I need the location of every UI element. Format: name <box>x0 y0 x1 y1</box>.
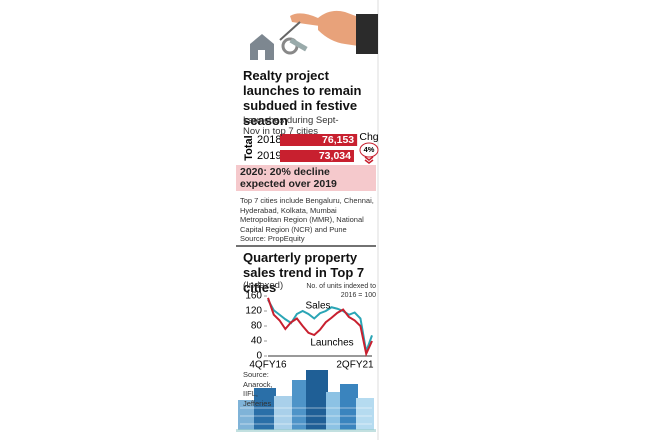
subtitle: Launches during Sept-Nov in top 7 cities <box>243 115 339 137</box>
category-label: 2018 <box>257 134 281 146</box>
y-tick-label: 80 <box>251 321 263 332</box>
value-label: 76,153 <box>322 134 354 146</box>
y-tick-label: 120 <box>245 306 262 317</box>
series-line <box>267 299 373 356</box>
y-tick-label: 160 <box>245 291 262 302</box>
y-tick-label: 0 <box>256 351 262 362</box>
x-tick-label: 2QFY21 <box>336 360 374 371</box>
x-tick-label: 4QFY16 <box>249 360 287 371</box>
chart-title: Quarterly property sales trend in Top 7 … <box>243 250 365 295</box>
buildings-illustration <box>236 370 376 432</box>
change-label: Chg <box>359 131 378 143</box>
bar <box>280 150 354 162</box>
y-axis-label: Total <box>243 135 255 160</box>
series-label: Sales <box>305 301 330 312</box>
bar <box>280 134 358 146</box>
source: Source: Anarock, IIFL, Jefferies <box>243 370 273 408</box>
highlight-box <box>236 165 376 191</box>
highlight-text: 2020: 20% decline expected over 2019 <box>240 166 337 190</box>
down-arrow <box>364 156 374 164</box>
value-label: 73,034 <box>319 150 351 162</box>
keys-illustration <box>250 10 378 60</box>
note: Top 7 cities include Bengaluru, Chennai,… <box>240 196 374 234</box>
chart-title: Realty project launches to remain subdue… <box>243 68 362 128</box>
source: Source: PropEquity <box>240 234 305 243</box>
change-badge <box>359 142 379 158</box>
change-value: 4% <box>364 145 375 154</box>
y-tick-label: 40 <box>251 336 263 347</box>
category-label: 2019 <box>257 150 281 162</box>
series-line <box>267 297 373 357</box>
annotation: No. of units indexed to 2016 = 100 <box>306 283 376 299</box>
y-axis-label: (Indexed) <box>243 280 284 291</box>
series-label: Launches <box>310 338 353 349</box>
